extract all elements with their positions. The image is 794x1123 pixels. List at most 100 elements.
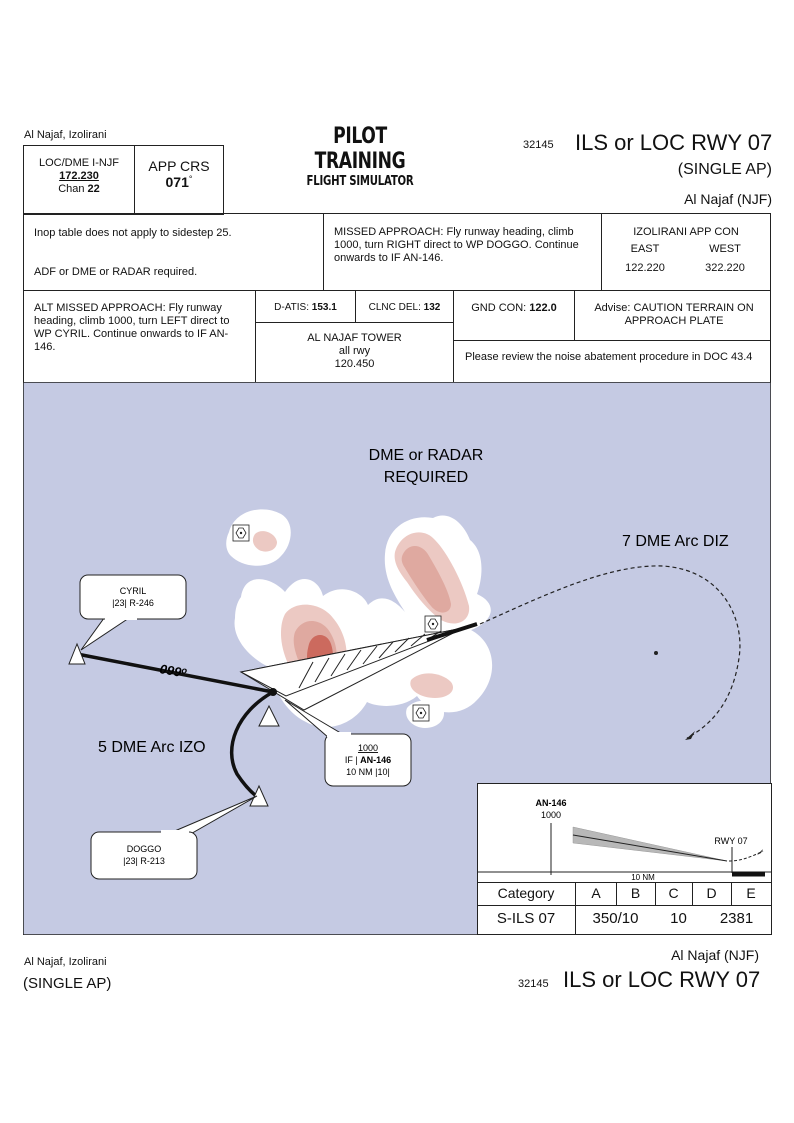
divider <box>477 882 772 883</box>
loc-dme-box: LOC/DME I-NJF 172.230 Chan 22 <box>23 145 135 215</box>
track-course-label: 099o <box>158 661 188 681</box>
divider <box>355 290 356 323</box>
procedure-variant: (SINGLE AP) <box>677 161 772 178</box>
loc-label: LOC/DME I-NJF <box>38 157 120 169</box>
if-altitude: 1000 <box>358 743 378 753</box>
dme-requirement-line-1: DME or RADAR <box>369 447 484 464</box>
climb-arrowhead <box>757 849 763 855</box>
divider <box>655 882 656 905</box>
app-crs-value: 071 <box>165 174 189 190</box>
minima-header-e: E <box>746 885 756 901</box>
track-unit: o <box>181 665 189 676</box>
obstacle-marker <box>424 615 442 633</box>
terrain-advisory: Advise: CAUTION TERRAIN ON APPROACH PLAT… <box>594 302 754 327</box>
minima-row-label: S-ILS 07 <box>496 910 556 927</box>
doggo-waypoint <box>249 784 269 807</box>
profile-fix-altitude: 1000 <box>541 810 561 820</box>
degree-symbol: ° <box>188 174 193 184</box>
procedure-title: ILS or LOC RWY 07 <box>575 130 773 155</box>
cyril-transition-track <box>76 652 274 694</box>
divider <box>731 882 732 905</box>
clearance-cell: CLNC DEL: 132 <box>356 302 453 313</box>
divider <box>255 290 256 383</box>
minima-header-a: A <box>591 885 601 901</box>
approach-east-frequency: 122.220 <box>625 262 665 274</box>
glidepath-envelope <box>572 826 728 862</box>
footer-location: Al Najaf, Izolirani <box>24 956 107 968</box>
profile-minima-panel <box>477 783 772 935</box>
divider <box>453 340 771 341</box>
header-location: Al Najaf, Izolirani <box>24 129 107 141</box>
divider <box>692 882 693 905</box>
footer-variant: (SINGLE AP) <box>23 975 112 992</box>
datis-frequency: 153.1 <box>311 302 337 313</box>
missed-approach-climb <box>728 850 764 862</box>
if-waypoint <box>269 688 277 696</box>
logo-line-1: PILOT TRAINING <box>314 124 406 174</box>
approach-west-frequency: 322.220 <box>705 262 745 274</box>
dme-arc-izo-label: 5 DME Arc IZO <box>98 739 206 756</box>
ground-label: GND CON: <box>471 302 527 314</box>
minima-c-value: 10 <box>670 910 687 927</box>
divider <box>453 290 454 383</box>
profile-distance-label: 10 NM <box>631 873 655 882</box>
diz-navaid-point <box>654 651 658 655</box>
loc-channel: Chan 22 <box>24 183 134 196</box>
glidepath-line <box>572 834 728 862</box>
divider <box>601 213 602 291</box>
minima-de-value: 2381 <box>719 910 754 927</box>
cyril-waypoint <box>68 642 86 665</box>
minima-header-b: B <box>630 885 641 901</box>
minima-ab-value: 350/10 <box>592 910 639 927</box>
approach-east-label: EAST <box>630 243 660 255</box>
divider <box>575 882 576 935</box>
terrain-light <box>410 673 454 698</box>
if-fix-waypoint <box>258 704 280 727</box>
brand-logo: PILOT TRAINING FLIGHT SIMULATOR <box>290 124 430 189</box>
divider <box>323 213 324 291</box>
airport-name: Al Najaf (NJF) <box>684 191 772 207</box>
chan-value: 22 <box>87 183 100 195</box>
tower-cell: AL NAJAF TOWER all rwy 120.450 <box>256 332 453 371</box>
clearance-frequency: 132 <box>423 302 441 313</box>
dme-arc-diz <box>479 565 741 739</box>
profile-view: AN-146 1000 RWY 07 10 NM <box>477 798 772 882</box>
logo-line-2: FLIGHT SIMULATOR <box>306 174 414 189</box>
tower-runway: all rwy <box>338 345 371 357</box>
noise-abatement-note: Please review the noise abatement proced… <box>465 351 753 363</box>
chan-label: Chan <box>58 183 85 195</box>
footer-procedure-title: ILS or LOC RWY 07 <box>563 967 761 992</box>
app-crs-label: APP CRS <box>148 158 210 174</box>
footer-airport: Al Najaf (NJF) <box>671 947 759 963</box>
track-value: 099 <box>158 661 183 680</box>
doggo-detail: |23| R-213 <box>123 856 165 866</box>
ground-cell: GND CON: 122.0 <box>454 302 574 315</box>
if-prefix: IF | <box>345 755 358 765</box>
profile-runway-label: RWY 07 <box>714 836 747 846</box>
obstacle-marker <box>232 524 250 542</box>
terrain-mid <box>401 545 451 613</box>
arc-arrowhead <box>685 731 695 740</box>
footer-chart-number: 32145 <box>518 978 549 990</box>
if-distance: 10 NM |10| <box>346 767 390 777</box>
dme-arc-izo <box>229 690 274 800</box>
tower-frequency: 120.450 <box>334 358 375 370</box>
runway-symbol <box>426 622 478 642</box>
chart-number: 32145 <box>523 139 554 151</box>
if-name: AN-146 <box>360 755 391 765</box>
tower-name: AL NAJAF TOWER <box>307 332 402 344</box>
doggo-name: DOGGO <box>127 844 162 854</box>
datis-label: D-ATIS: <box>274 302 309 313</box>
dme-requirement-line-2: REQUIRED <box>384 469 468 486</box>
inop-note: Inop table does not apply to sidestep 25… <box>34 227 232 239</box>
app-crs-box: APP CRS 071° <box>134 145 224 215</box>
divider <box>255 322 453 323</box>
requirement-note: ADF or DME or RADAR required. <box>34 266 198 278</box>
obstacle-marker <box>412 704 430 722</box>
datis-cell: D-ATIS: 153.1 <box>256 302 355 313</box>
alt-missed-approach: ALT MISSED APPROACH: Fly runway heading,… <box>34 302 230 353</box>
minima-header-category: Category <box>497 885 555 901</box>
terrain-light <box>252 531 277 552</box>
ground-frequency: 122.0 <box>529 302 557 314</box>
missed-approach: MISSED APPROACH: Fly runway heading, cli… <box>334 226 579 264</box>
